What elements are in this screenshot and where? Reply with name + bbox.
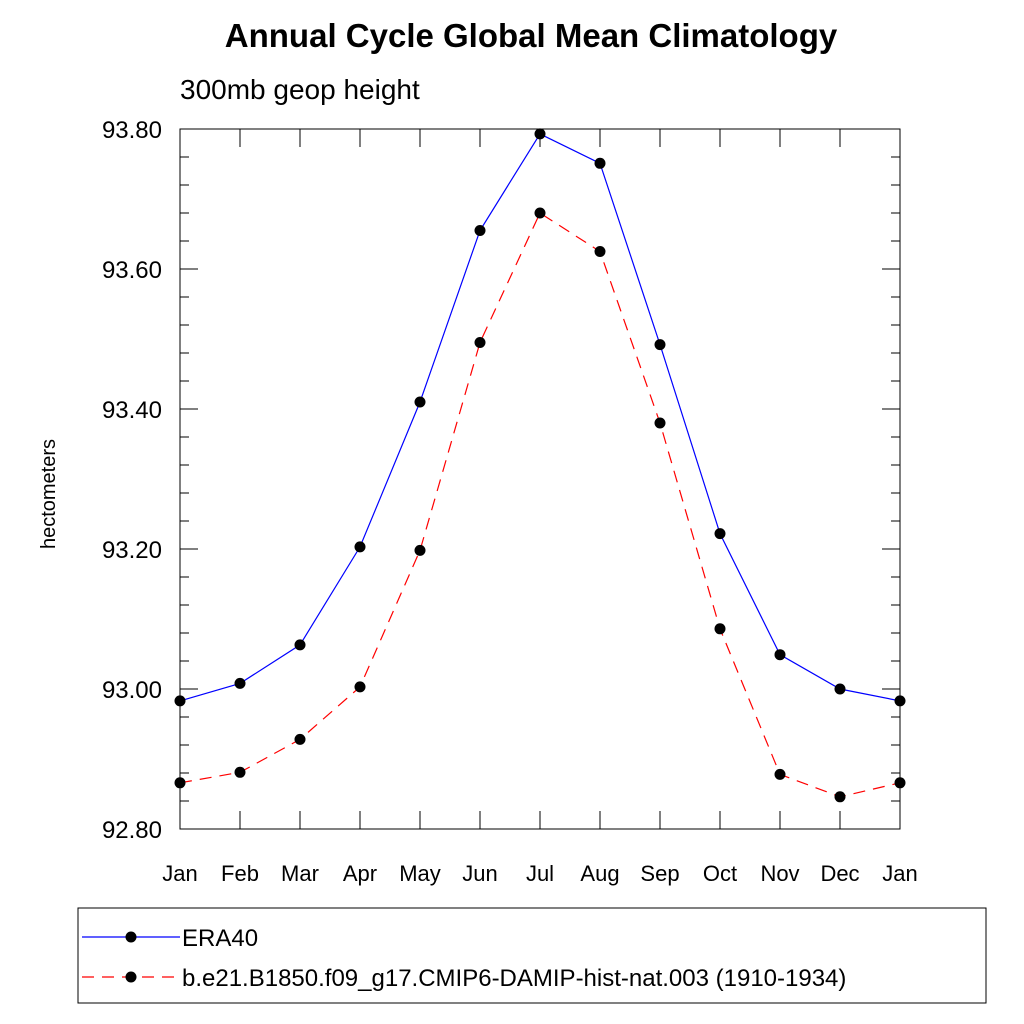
data-point <box>234 677 246 689</box>
series-line-2 <box>179 212 901 798</box>
legend-box <box>77 907 987 1004</box>
plot-frame <box>179 128 901 830</box>
data-point <box>354 541 366 553</box>
legend: ERA40 b.e21.B1850.f09_g17.CMIP6-DAMIP-his… <box>82 925 846 992</box>
data-point <box>414 396 426 408</box>
series-line-1 <box>179 133 901 702</box>
x-tick-label: Feb <box>221 861 259 886</box>
x-tick-label: Oct <box>703 861 737 886</box>
data-point <box>654 339 666 351</box>
data-point <box>174 777 186 789</box>
x-tick-label: Jan <box>882 861 917 886</box>
x-tick-label: Jul <box>526 861 554 886</box>
x-tick-label: Nov <box>760 861 799 886</box>
x-tick-label: Mar <box>281 861 319 886</box>
data-point <box>774 649 786 661</box>
data-point <box>234 766 246 778</box>
legend-marker-1 <box>125 931 137 943</box>
x-tick-label: Sep <box>640 861 679 886</box>
x-tick-labels: Jan Feb Mar Apr May Jun Jul Aug Sep Oct Nov Dec Jan <box>162 861 917 886</box>
chart-subtitle: 300mb geop height <box>180 74 420 105</box>
y-tick-label: 93.00 <box>102 677 162 704</box>
data-point <box>294 639 306 651</box>
x-tick-label: Aug <box>580 861 619 886</box>
y-tick-label: 93.60 <box>102 257 162 284</box>
data-point <box>534 128 546 140</box>
data-point <box>414 544 426 556</box>
data-point <box>174 695 186 707</box>
data-point <box>894 777 906 789</box>
x-tick-label: Jun <box>462 861 497 886</box>
data-point <box>714 528 726 540</box>
legend-label-2: b.e21.B1850.f09_g17.CMIP6-DAMIP-hist-nat… <box>182 965 846 992</box>
data-point <box>654 417 666 429</box>
data-point <box>894 695 906 707</box>
y-tick-label: 92.80 <box>102 817 162 844</box>
y-axis-label: hectometers <box>38 439 60 549</box>
y-tick-label: 93.40 <box>102 397 162 424</box>
data-point <box>774 768 786 780</box>
x-tick-label: Jan <box>162 861 197 886</box>
data-point <box>354 681 366 693</box>
y-tick-label: 93.80 <box>102 117 162 144</box>
legend-label-1: ERA40 <box>182 925 258 952</box>
chart-title: Annual Cycle Global Mean Climatology <box>225 17 838 54</box>
data-point <box>834 791 846 803</box>
data-point <box>474 225 486 236</box>
data-point <box>714 623 726 635</box>
y-tick-label: 93.20 <box>102 537 162 564</box>
x-tick-label: May <box>399 861 441 886</box>
data-point <box>294 733 306 745</box>
x-tick-label: Apr <box>343 861 377 886</box>
data-point <box>474 337 486 348</box>
axis-ticks <box>179 128 901 830</box>
y-tick-labels: 92.80 93.00 93.20 93.40 93.60 93.80 <box>102 117 162 844</box>
data-point <box>534 207 546 219</box>
series-layer <box>174 128 906 803</box>
data-point <box>594 157 606 169</box>
legend-marker-2 <box>125 971 137 983</box>
data-point <box>594 246 606 257</box>
data-point <box>834 683 846 695</box>
x-tick-label: Dec <box>820 861 859 886</box>
